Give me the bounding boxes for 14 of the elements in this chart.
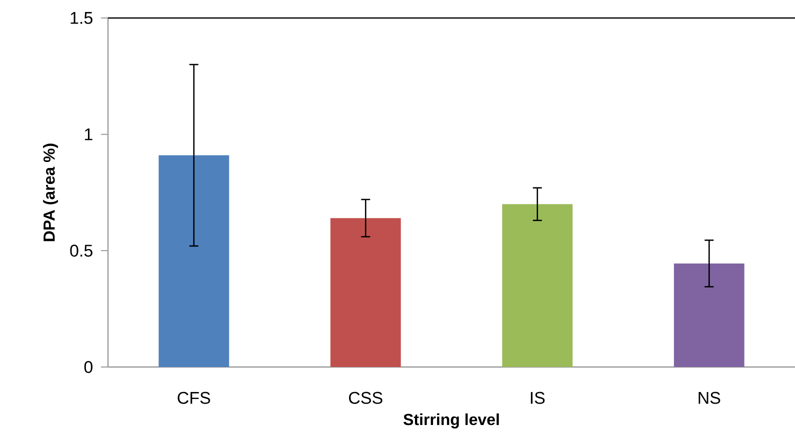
x-tick-label: CFS <box>178 392 210 404</box>
x-tick-label: NS <box>698 392 720 404</box>
bar <box>330 218 401 367</box>
bar <box>158 155 230 367</box>
y-tick-label: 1.5 <box>70 12 92 24</box>
y-tick-label: 1 <box>84 128 92 140</box>
y-tick-label: 0.5 <box>70 244 92 257</box>
y-axis-title: DPA (area %) <box>43 144 58 242</box>
x-axis-title: Stirring level <box>404 413 499 428</box>
y-tick-label: 0 <box>84 360 92 374</box>
x-tick-label: IS <box>530 392 545 404</box>
x-tick-label: CSS <box>349 392 382 404</box>
bar <box>674 263 744 367</box>
bar <box>502 204 573 367</box>
